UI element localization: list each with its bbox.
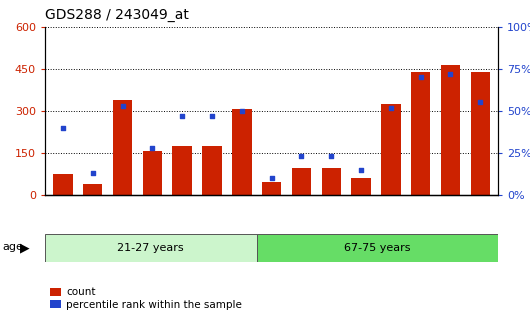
Text: age: age [3, 242, 23, 252]
Bar [143, 152, 162, 195]
Legend: count, percentile rank within the sample: count, percentile rank within the sample [50, 288, 242, 309]
Bar [257, 234, 498, 262]
Text: GDS288 / 243049_at: GDS288 / 243049_at [45, 8, 189, 23]
Bar [351, 178, 371, 195]
Text: 67-75 years: 67-75 years [344, 243, 411, 253]
Point [178, 113, 187, 119]
Bar [322, 168, 341, 195]
Bar [292, 168, 311, 195]
Bar [83, 184, 102, 195]
Bar [441, 65, 460, 195]
Point [118, 103, 127, 109]
Bar [411, 72, 430, 195]
Text: ▶: ▶ [20, 241, 30, 254]
Bar [172, 146, 192, 195]
Point [357, 167, 365, 172]
Bar [471, 72, 490, 195]
Bar [381, 104, 401, 195]
Point [327, 154, 335, 159]
Point [267, 175, 276, 181]
Point [59, 125, 67, 130]
Bar [262, 182, 281, 195]
Text: 21-27 years: 21-27 years [118, 243, 184, 253]
Point [148, 145, 157, 151]
Bar [45, 234, 257, 262]
Bar [232, 110, 252, 195]
Point [476, 100, 484, 105]
Bar [202, 146, 222, 195]
Point [89, 170, 97, 176]
Point [386, 105, 395, 110]
Point [446, 71, 455, 77]
Point [237, 108, 246, 114]
Bar [113, 100, 132, 195]
Point [417, 75, 425, 80]
Point [297, 154, 306, 159]
Point [208, 113, 216, 119]
Bar [53, 174, 73, 195]
